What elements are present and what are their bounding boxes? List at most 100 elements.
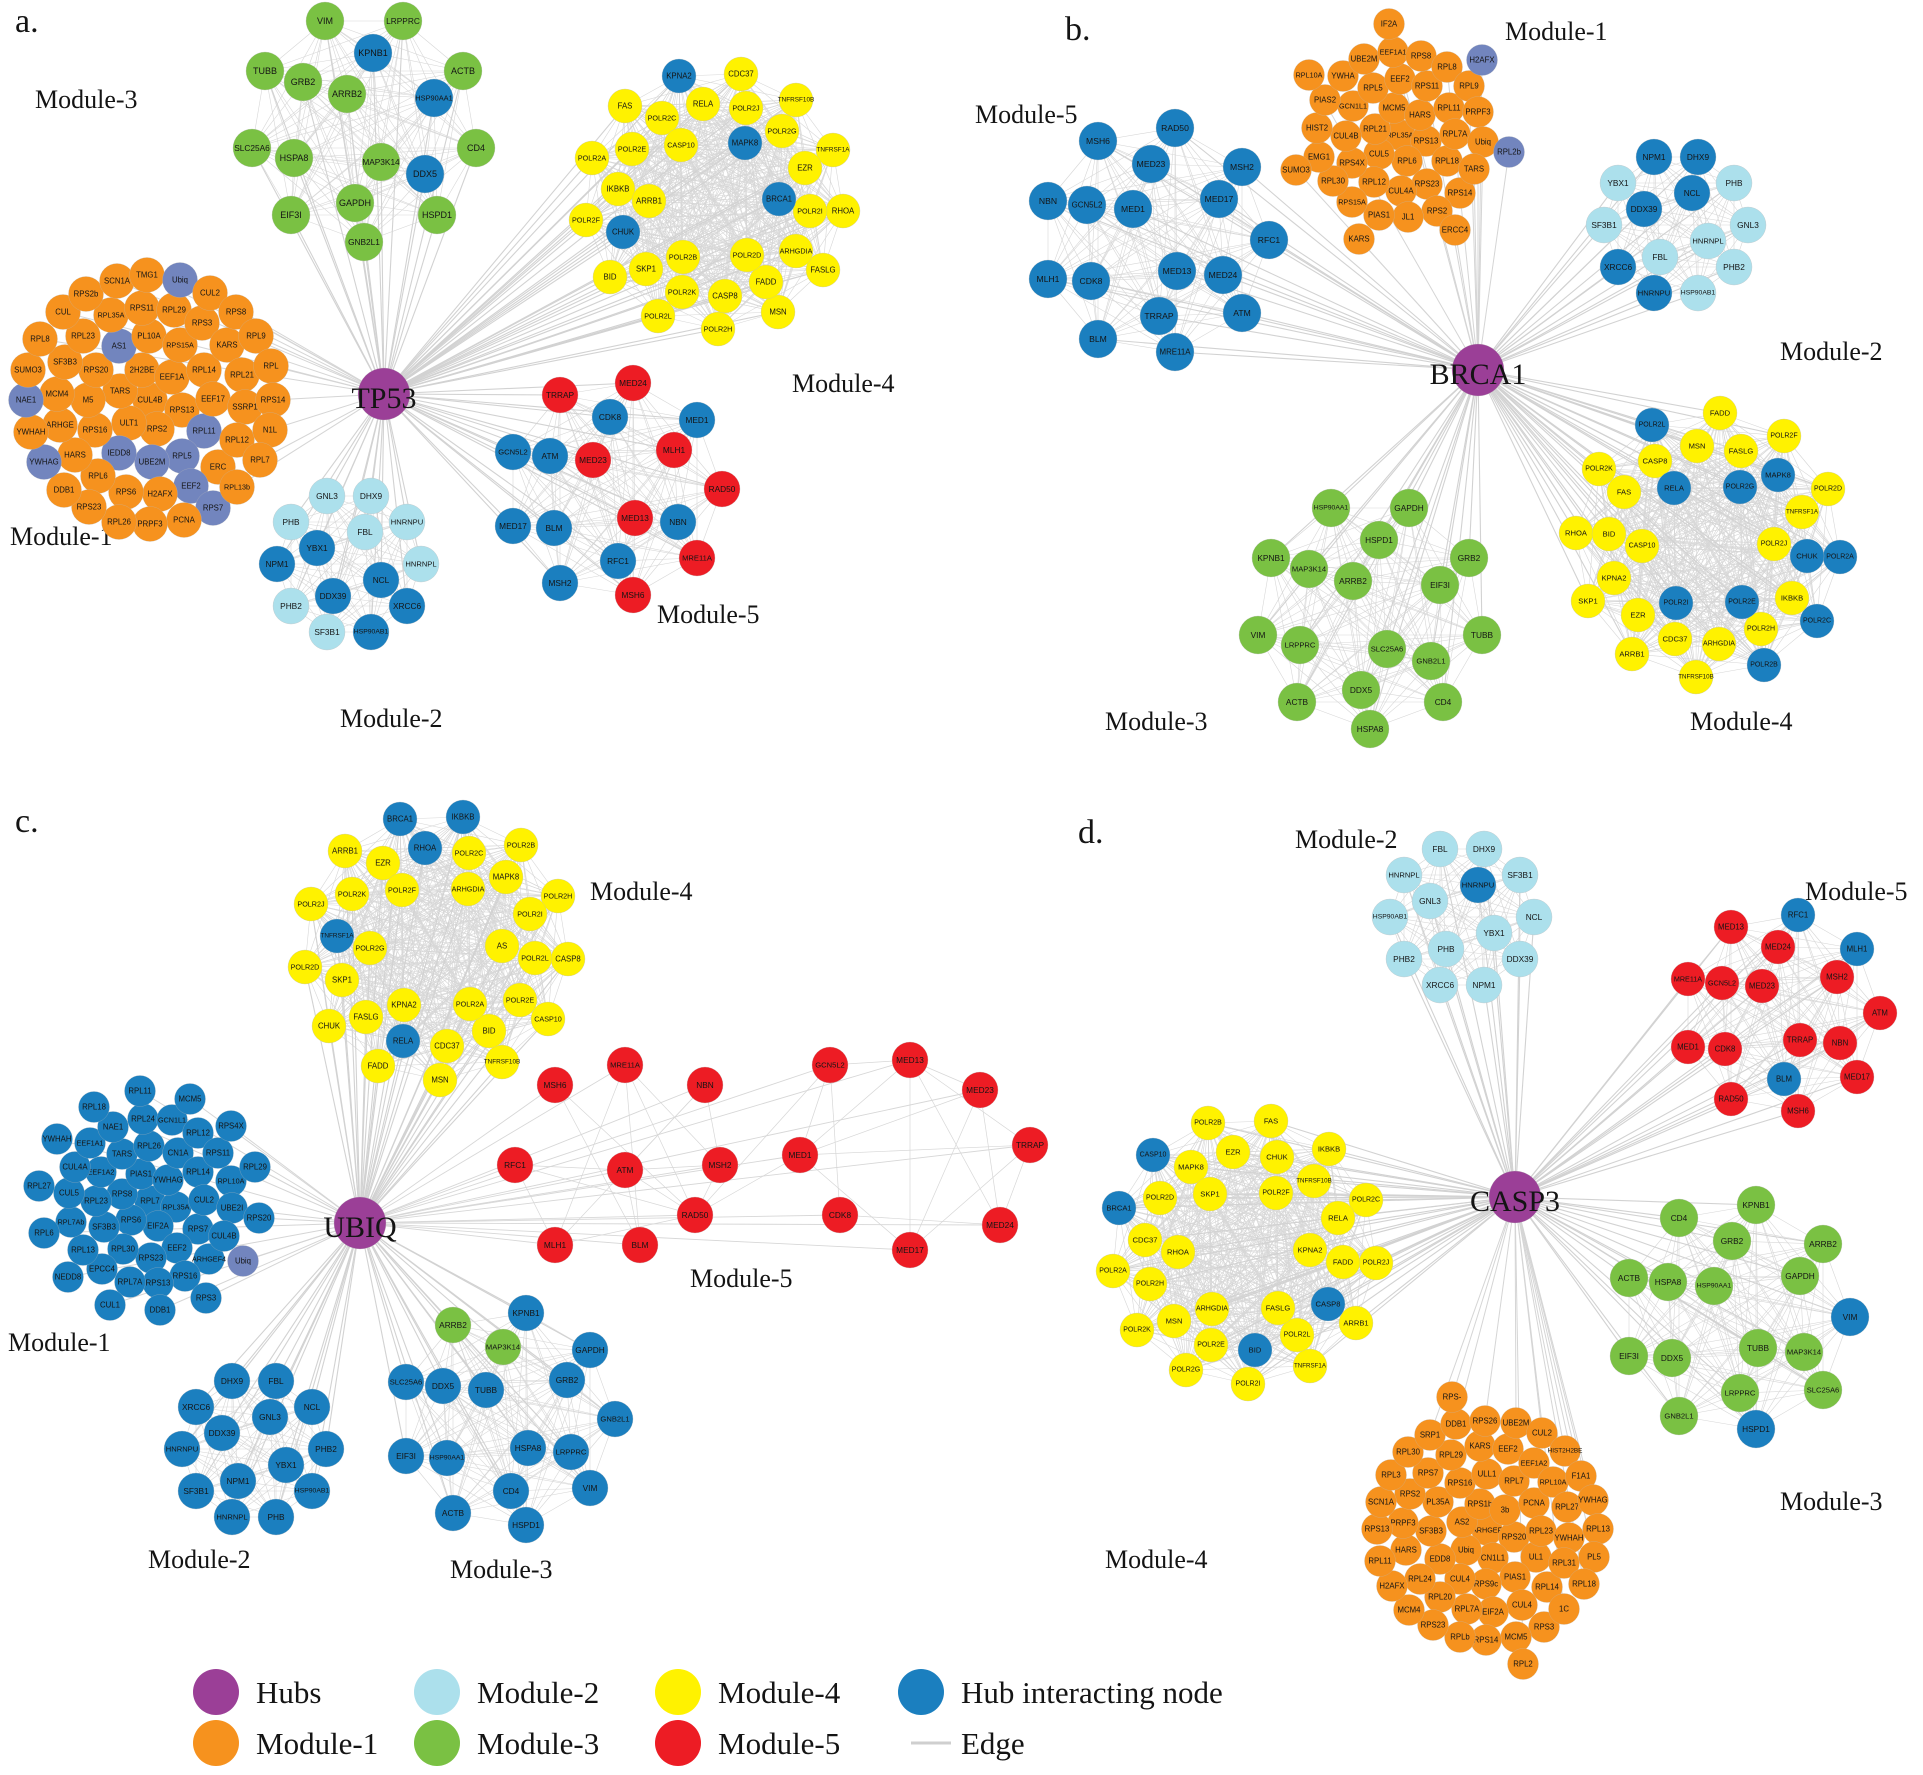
svg-text:RHOA: RHOA <box>1167 1248 1190 1257</box>
svg-text:ARHGDIA: ARHGDIA <box>780 247 813 256</box>
svg-text:MCM4: MCM4 <box>46 390 70 399</box>
svg-text:DDX39: DDX39 <box>1631 204 1658 214</box>
svg-text:MED17: MED17 <box>1205 194 1234 204</box>
svg-text:BRCA1: BRCA1 <box>387 815 413 824</box>
svg-text:TNFRSF10B: TNFRSF10B <box>1296 1178 1331 1185</box>
svg-text:SSRP1: SSRP1 <box>232 403 258 412</box>
svg-text:RPL29: RPL29 <box>162 306 186 315</box>
svg-text:POLR2J: POLR2J <box>297 900 325 909</box>
svg-text:MSH6: MSH6 <box>1086 136 1110 146</box>
svg-text:PCNA: PCNA <box>173 516 195 525</box>
svg-text:RPS23: RPS23 <box>139 1254 164 1263</box>
svg-text:SKP1: SKP1 <box>636 265 656 274</box>
svg-text:ARRB2: ARRB2 <box>1809 1239 1837 1249</box>
svg-text:HARS: HARS <box>1395 1546 1417 1555</box>
svg-text:CASP8: CASP8 <box>712 292 738 301</box>
svg-text:EEF17: EEF17 <box>201 395 225 404</box>
svg-text:Module-1: Module-1 <box>10 522 113 551</box>
svg-text:Module-5: Module-5 <box>690 1264 793 1293</box>
svg-text:GCN5L2: GCN5L2 <box>1708 979 1736 988</box>
svg-text:YBX1: YBX1 <box>1607 178 1629 188</box>
svg-text:YWHA: YWHA <box>1331 72 1355 81</box>
svg-text:RPS-: RPS- <box>1443 1393 1462 1402</box>
svg-text:RHOA: RHOA <box>1565 529 1588 538</box>
svg-text:XRCC6: XRCC6 <box>182 1402 211 1412</box>
svg-text:TRRAP: TRRAP <box>1016 1140 1045 1150</box>
svg-text:MLH1: MLH1 <box>544 1240 567 1250</box>
svg-text:CUL4B: CUL4B <box>211 1232 236 1241</box>
svg-text:NPM1: NPM1 <box>1642 152 1665 162</box>
svg-text:ARRB1: ARRB1 <box>1619 650 1644 659</box>
svg-text:CUL2: CUL2 <box>194 1196 214 1205</box>
svg-text:Module-3: Module-3 <box>1105 707 1208 736</box>
svg-text:MED1: MED1 <box>1677 1043 1699 1052</box>
svg-text:RPL: RPL <box>263 362 279 371</box>
svg-text:HNRNPU: HNRNPU <box>1462 881 1495 890</box>
svg-text:TP53: TP53 <box>351 382 416 415</box>
svg-text:CUL5: CUL5 <box>1369 150 1390 159</box>
svg-text:RPL12: RPL12 <box>1362 178 1386 187</box>
svg-text:PHB2: PHB2 <box>1393 954 1415 964</box>
svg-text:GRB2: GRB2 <box>291 77 316 87</box>
svg-text:POLR2E: POLR2E <box>1197 1342 1225 1349</box>
svg-text:MSH6: MSH6 <box>543 1080 566 1090</box>
svg-text:POLR2A: POLR2A <box>578 154 607 163</box>
svg-text:SLC25A6: SLC25A6 <box>1807 1386 1840 1395</box>
svg-text:POLR2I: POLR2I <box>1664 600 1689 607</box>
svg-text:Module-4: Module-4 <box>1690 707 1793 736</box>
svg-text:SF3B3: SF3B3 <box>53 358 77 367</box>
svg-text:CUL: CUL <box>55 308 71 317</box>
svg-text:MSN: MSN <box>1166 1317 1183 1326</box>
svg-text:POLR2E: POLR2E <box>618 145 647 154</box>
svg-text:MAP3K14: MAP3K14 <box>1292 565 1326 574</box>
svg-text:CDK8: CDK8 <box>599 412 622 422</box>
svg-text:IKBKB: IKBKB <box>1318 1145 1340 1154</box>
svg-text:RPL14: RPL14 <box>186 1168 211 1177</box>
svg-text:DDX39: DDX39 <box>320 591 347 601</box>
svg-text:RPS3: RPS3 <box>192 319 212 328</box>
svg-text:MED24: MED24 <box>986 1220 1014 1230</box>
svg-text:LRPPRC: LRPPRC <box>1285 641 1316 650</box>
svg-text:EZR: EZR <box>375 859 391 868</box>
svg-text:CN1A: CN1A <box>168 1149 190 1158</box>
svg-text:POLR2C: POLR2C <box>648 114 677 123</box>
svg-text:d.: d. <box>1078 814 1104 851</box>
svg-text:PHB2: PHB2 <box>315 1444 337 1454</box>
svg-text:GRB2: GRB2 <box>1458 553 1481 563</box>
svg-text:RPL12: RPL12 <box>186 1129 210 1138</box>
svg-text:Module-4: Module-4 <box>590 877 693 906</box>
svg-text:ARHGDIA: ARHGDIA <box>1196 1306 1228 1313</box>
svg-text:UBIQ: UBIQ <box>323 1211 397 1244</box>
svg-text:Module-2: Module-2 <box>340 704 443 733</box>
svg-text:POLR2E: POLR2E <box>506 996 535 1005</box>
svg-text:HSP90AB1: HSP90AB1 <box>1373 914 1408 921</box>
svg-text:Module-4: Module-4 <box>792 369 895 398</box>
svg-text:DDB1: DDB1 <box>1446 1420 1467 1429</box>
svg-text:MED23: MED23 <box>579 455 607 465</box>
svg-text:CUL4A: CUL4A <box>62 1163 88 1172</box>
svg-text:ARRB2: ARRB2 <box>1339 576 1367 586</box>
svg-text:RPL6: RPL6 <box>88 472 108 481</box>
svg-text:HSPA8: HSPA8 <box>1655 1277 1682 1287</box>
svg-text:RPL11: RPL11 <box>1437 104 1460 113</box>
svg-text:VIM: VIM <box>583 1483 598 1493</box>
svg-text:RPL11: RPL11 <box>192 427 215 436</box>
svg-text:MED13: MED13 <box>1163 266 1192 276</box>
svg-text:RPL7Ab: RPL7Ab <box>58 1218 85 1227</box>
svg-text:GCN5L2: GCN5L2 <box>815 1061 845 1070</box>
svg-text:MED23: MED23 <box>1137 159 1166 169</box>
svg-text:Ubiq: Ubiq <box>1475 138 1491 147</box>
svg-text:NAE1: NAE1 <box>16 396 36 405</box>
svg-text:POLR2K: POLR2K <box>668 288 697 297</box>
svg-text:TNFRSF10B: TNFRSF10B <box>778 97 815 104</box>
svg-text:RPL7: RPL7 <box>1504 1477 1524 1486</box>
svg-text:NCL: NCL <box>304 1402 321 1412</box>
svg-text:CUL4B: CUL4B <box>1333 132 1358 141</box>
svg-text:RPL24: RPL24 <box>131 1115 156 1124</box>
svg-text:TNFRSF1A: TNFRSF1A <box>816 147 850 154</box>
svg-text:PHB: PHB <box>267 1512 285 1522</box>
svg-text:POLR2D: POLR2D <box>733 251 762 260</box>
svg-text:YWHAG: YWHAG <box>1578 1496 1607 1505</box>
svg-text:POLR2K: POLR2K <box>1123 1327 1151 1334</box>
svg-text:RPS1b: RPS1b <box>1468 1500 1493 1509</box>
